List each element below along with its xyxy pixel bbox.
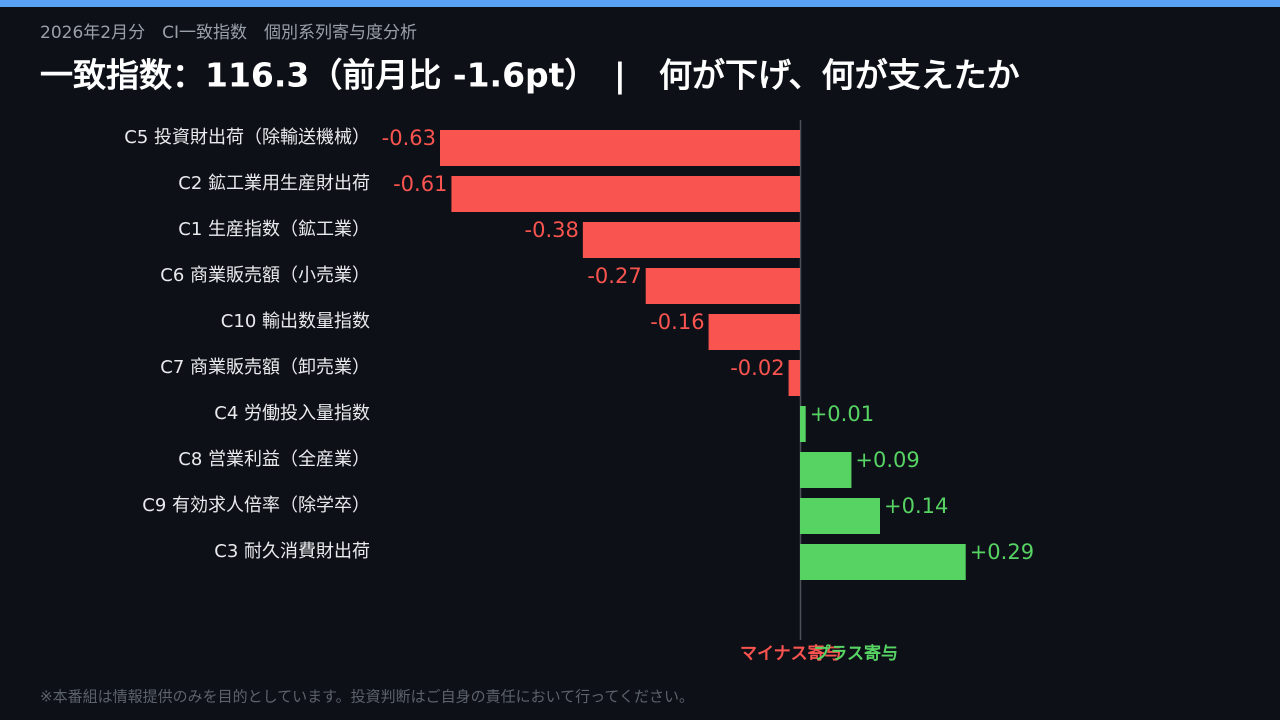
chart-subtitle: 2026年2月分 CI一致指数 個別系列寄与度分析 <box>40 23 417 43</box>
bar <box>788 360 800 396</box>
y-tick-label: C5 投資財出荷（除輸送機械） <box>124 127 370 148</box>
bar <box>645 268 800 304</box>
y-tick-label: C3 耐久消費財出荷 <box>214 541 370 562</box>
legend-positive: プラス寄与 <box>813 643 898 664</box>
y-tick-label: C8 営業利益（全産業） <box>178 449 370 470</box>
bar <box>440 130 800 166</box>
value-label: -0.02 <box>730 356 784 380</box>
value-label: -0.27 <box>587 264 641 288</box>
y-tick-label: C10 輸出数量指数 <box>221 311 370 332</box>
value-label: +0.29 <box>970 540 1034 564</box>
y-tick-label: C7 商業販売額（卸売業） <box>160 357 370 378</box>
bar <box>708 314 800 350</box>
value-label: -0.16 <box>650 310 704 334</box>
value-label: +0.09 <box>855 448 919 472</box>
bar <box>800 452 852 488</box>
y-tick-label: C9 有効求人倍率（除学卒） <box>142 495 370 516</box>
value-label: +0.14 <box>884 494 948 518</box>
value-label: +0.01 <box>810 402 874 426</box>
bar <box>451 176 800 212</box>
footer-note: ※本番組は情報提供のみを目的としています。投資判断はご自身の責任において行ってく… <box>40 688 694 706</box>
value-label: -0.61 <box>393 172 447 196</box>
y-tick-label: C1 生産指数（鉱工業） <box>178 219 370 240</box>
y-tick-label: C4 労働投入量指数 <box>214 403 370 424</box>
y-tick-label: C6 商業販売額（小売業） <box>160 265 370 286</box>
top-accent <box>0 0 1280 7</box>
y-tick-label: C2 鉱工業用生産財出荷 <box>178 173 370 194</box>
bar <box>800 544 966 580</box>
value-label: -0.63 <box>382 126 436 150</box>
bar <box>800 406 806 442</box>
chart-title: 一致指数：116.3（前月比 -1.6pt） | 何が下げ、何が支えたか <box>40 56 1020 95</box>
bar <box>582 222 800 258</box>
value-label: -0.38 <box>525 218 579 242</box>
legend-negative: マイナス寄与 <box>740 643 842 664</box>
bar <box>800 498 880 534</box>
